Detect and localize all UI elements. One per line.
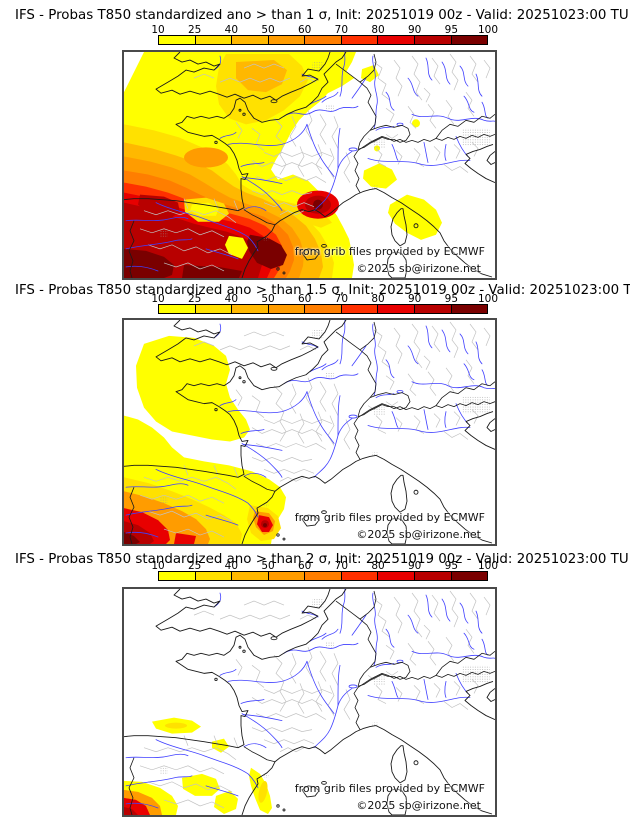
colorbar-segment	[340, 305, 378, 313]
colorbar-segment	[267, 36, 305, 44]
panel-title-sigma2: IFS - Probas T850 standardized ano > tha…	[15, 552, 629, 567]
map-sigma2: from grib files provided by ECMWF ©2025 …	[122, 587, 497, 817]
map-canvas-sigma1-5	[124, 320, 495, 544]
colorbar-tick-label: 80	[371, 293, 385, 305]
colorbar-segment	[231, 36, 268, 44]
panel-title-sigma1-5: IFS - Probas T850 standardized ano > tha…	[15, 283, 630, 298]
colorbar-tick-label: 50	[261, 293, 275, 305]
colorbar-tick-label: 100	[477, 293, 499, 305]
colorbar-segment	[413, 572, 451, 580]
colorbar-segment	[340, 572, 378, 580]
colorbar-segment	[159, 305, 195, 313]
colorbar-segment	[413, 305, 451, 313]
colorbar-segment	[450, 572, 488, 580]
colorbar-tick-label: 40	[224, 293, 239, 305]
map-canvas-sigma2	[124, 589, 495, 815]
attribution-source: from grib files provided by ECMWF	[294, 511, 485, 524]
colorbar-segment	[304, 36, 341, 44]
colorbar-sigma2	[158, 571, 488, 581]
prob-overlay-sigma1-5	[124, 335, 286, 544]
colorbar-sigma1	[158, 35, 488, 45]
colorbar-segment	[413, 36, 451, 44]
colorbar-tick-label: 70	[334, 24, 349, 36]
colorbar-segment	[231, 305, 268, 313]
colorbar-segment	[194, 36, 232, 44]
colorbar-tick-label: 10	[151, 24, 165, 36]
panel-title-sigma1: IFS - Probas T850 standardized ano > tha…	[15, 8, 629, 23]
attribution-source: from grib files provided by ECMWF	[294, 245, 485, 258]
colorbar-segment	[377, 36, 414, 44]
prob-overlay-sigma2	[124, 717, 272, 815]
colorbar-tick-label: 95	[444, 24, 459, 36]
colorbar-segment	[450, 305, 488, 313]
colorbar-segment	[377, 305, 414, 313]
colorbar-tick-label: 60	[297, 24, 312, 36]
colorbar-segment	[450, 36, 488, 44]
colorbar-segment	[267, 572, 305, 580]
colorbar-tick-label: 95	[444, 293, 459, 305]
colorbar-ticks-sigma2: 10 25 40 50 60 70 80 90 95 100	[151, 560, 498, 572]
attribution-copyright: ©2025 sb@irizone.net	[356, 528, 481, 541]
colorbar-tick-label: 100	[477, 560, 499, 572]
attribution-source: from grib files provided by ECMWF	[294, 782, 485, 795]
colorbar-tick-label: 95	[444, 560, 459, 572]
colorbar-ticks-sigma1-5: 10 25 40 50 60 70 80 90 95 100	[151, 293, 498, 305]
map-canvas-sigma1	[124, 52, 495, 278]
colorbar-tick-label: 90	[407, 560, 422, 572]
colorbar-tick-label: 60	[297, 293, 312, 305]
colorbar-tick-label: 25	[187, 560, 202, 572]
colorbar-segment	[304, 305, 341, 313]
colorbar-tick-label: 80	[371, 24, 385, 36]
map-sigma1: from grib files provided by ECMWF ©2025 …	[122, 50, 497, 280]
colorbar-tick-label: 25	[187, 293, 202, 305]
colorbar-tick-label: 100	[477, 24, 499, 36]
colorbar-segment	[304, 572, 341, 580]
colorbar-tick-label: 50	[261, 560, 275, 572]
attribution-copyright: ©2025 sb@irizone.net	[356, 799, 481, 812]
colorbar-tick-label: 70	[334, 560, 349, 572]
colorbar-segment	[340, 36, 378, 44]
colorbar-segment	[194, 305, 232, 313]
colorbar-segment	[159, 572, 195, 580]
colorbar-tick-label: 80	[371, 560, 385, 572]
colorbar-segment	[267, 305, 305, 313]
colorbar-tick-label: 90	[407, 293, 422, 305]
map-sigma1-5: from grib files provided by ECMWF ©2025 …	[122, 318, 497, 546]
colorbar-tick-label: 70	[334, 293, 349, 305]
colorbar-tick-label: 10	[151, 293, 165, 305]
colorbar-tick-label: 40	[224, 560, 239, 572]
colorbar-tick-label: 60	[297, 560, 312, 572]
colorbar-segment	[159, 36, 195, 44]
colorbar-tick-label: 10	[151, 560, 165, 572]
colorbar-tick-label: 50	[261, 24, 275, 36]
colorbar-segment	[231, 572, 268, 580]
colorbar-ticks-sigma1: 10 25 40 50 60 70 80 90 95 100	[151, 24, 498, 36]
colorbar-tick-label: 40	[224, 24, 239, 36]
attribution-copyright: ©2025 sb@irizone.net	[356, 262, 481, 275]
colorbar-segment	[194, 572, 232, 580]
colorbar-segment	[377, 572, 414, 580]
colorbar-sigma1-5	[158, 304, 488, 314]
colorbar-tick-label: 25	[187, 24, 202, 36]
colorbar-tick-label: 90	[407, 24, 422, 36]
